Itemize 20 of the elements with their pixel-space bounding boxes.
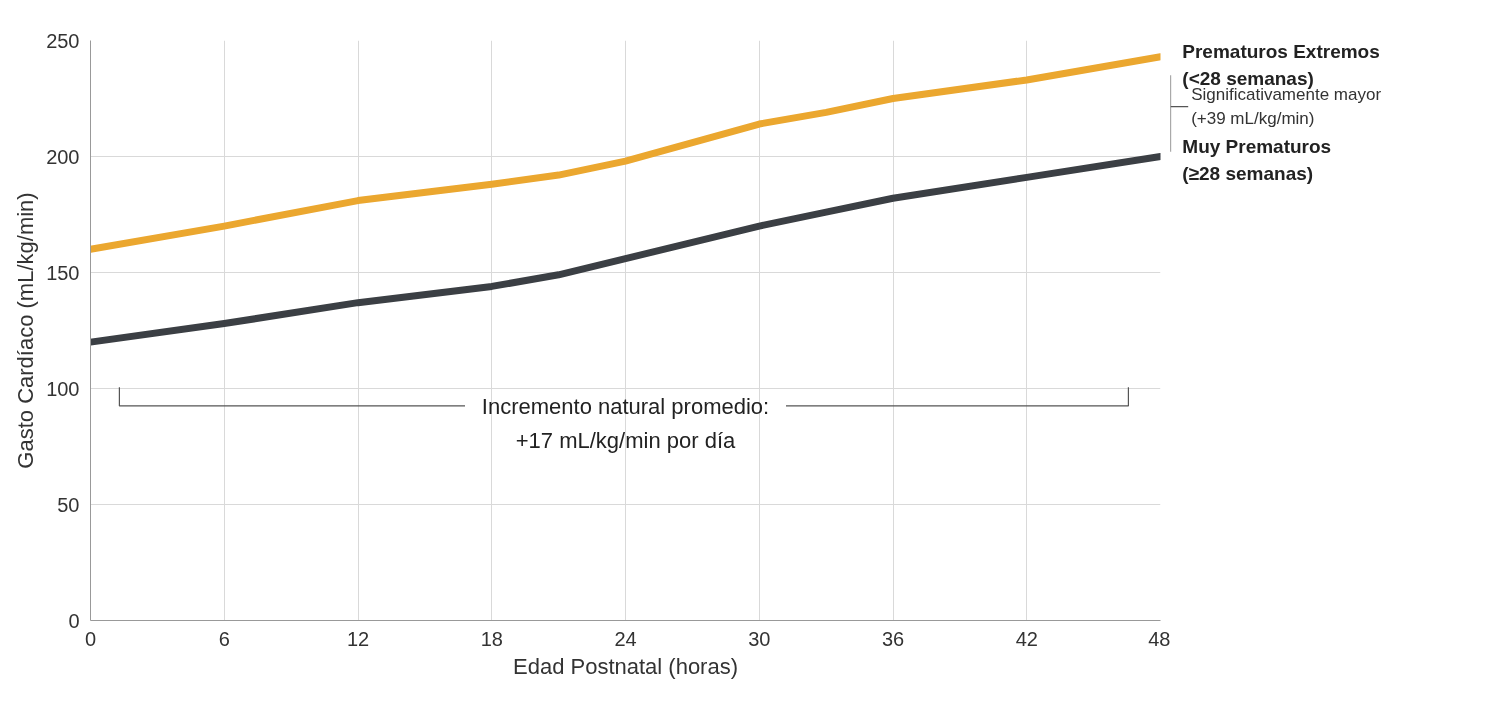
x-tick-label: 36: [881, 627, 905, 650]
y-tick-label: 250: [46, 29, 80, 52]
x-tick-label: 18: [480, 627, 503, 650]
y-tick-label: 150: [46, 261, 80, 284]
y-tick-label: 0: [68, 609, 80, 632]
x-tick-label: 48: [1148, 627, 1171, 650]
series-label: Prematuros Extremos (<28 semanas): [1182, 40, 1380, 89]
y-tick-label: 200: [46, 145, 80, 168]
x-tick-label: 12: [346, 627, 370, 650]
x-tick-label: 0: [84, 627, 97, 650]
x-tick-label: 30: [748, 627, 771, 650]
y-tick-label: 100: [46, 377, 80, 400]
x-tick-label: 6: [218, 627, 230, 650]
x-tick-label: 24: [614, 627, 637, 650]
y-tick-label: 50: [57, 493, 80, 516]
annotation: Incremento natural promedio: +17 mL/kg/min por día: [481, 393, 770, 453]
x-tick-label: 42: [1015, 627, 1038, 650]
y-axis-title: Gasto Cardíaco (mL/kg/min): [13, 192, 39, 469]
x-axis-title: Edad Postnatal (horas): [512, 653, 739, 679]
series-label: Muy Prematuros (≥28 semanas): [1182, 136, 1332, 185]
